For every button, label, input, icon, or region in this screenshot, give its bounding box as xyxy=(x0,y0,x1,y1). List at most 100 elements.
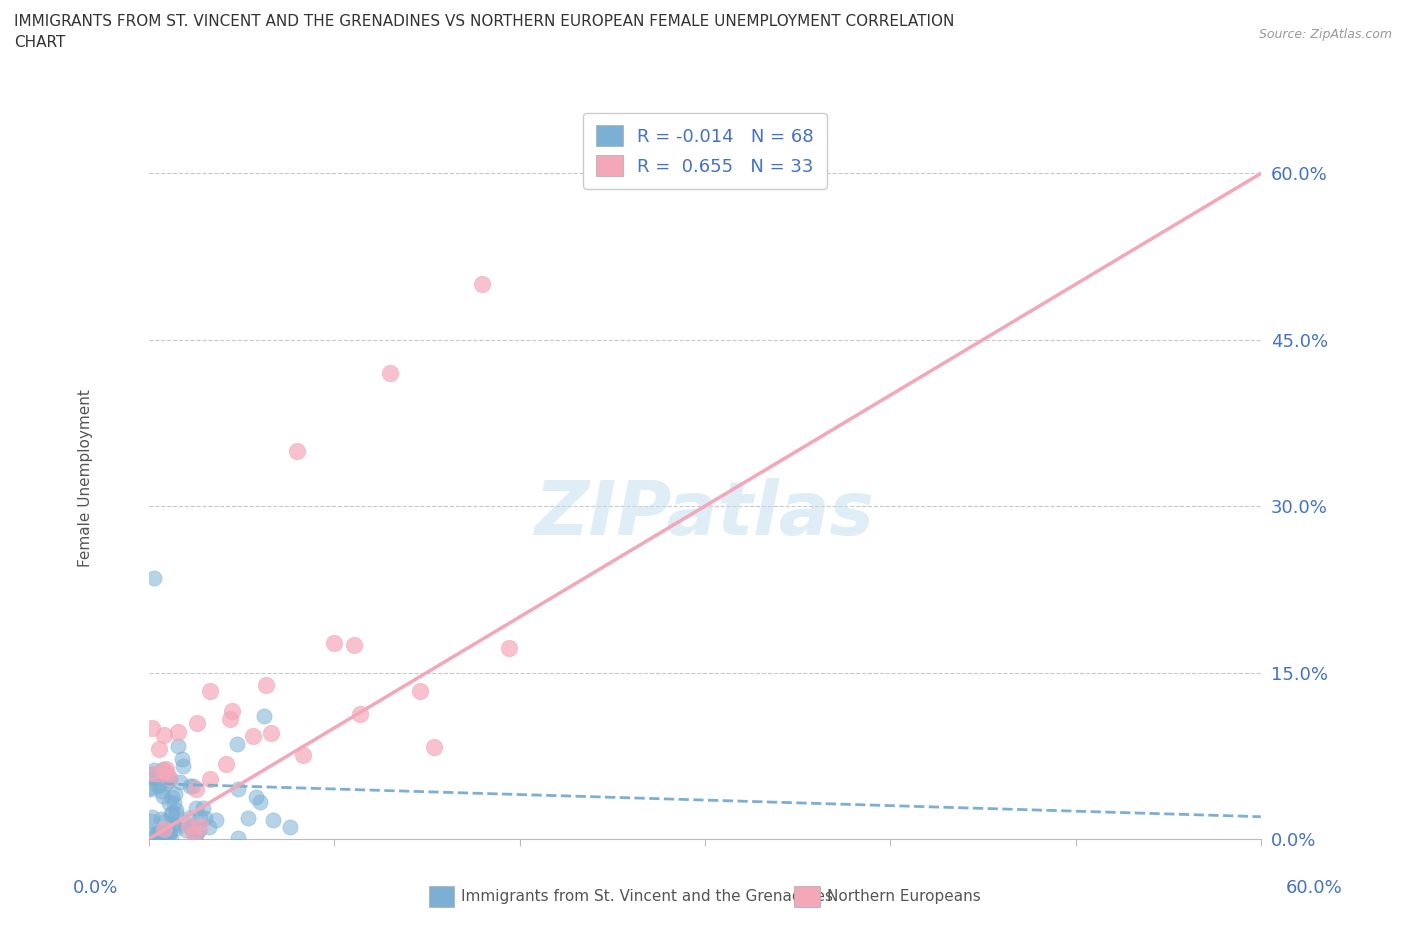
Point xyxy=(174,823,197,838)
Point xyxy=(155,762,177,777)
Point xyxy=(160,790,183,804)
Point xyxy=(146,778,169,793)
Point xyxy=(179,778,201,793)
Text: ZIPatlas: ZIPatlas xyxy=(534,478,875,551)
Point xyxy=(148,824,170,839)
Point xyxy=(186,716,208,731)
Point xyxy=(152,764,174,778)
Point xyxy=(159,770,181,785)
Point xyxy=(172,759,194,774)
Point xyxy=(167,738,190,753)
Point xyxy=(200,772,222,787)
Point xyxy=(259,725,281,740)
Point xyxy=(143,762,166,777)
Point xyxy=(141,809,163,824)
Point xyxy=(160,805,183,820)
Point xyxy=(163,817,186,832)
Text: Immigrants from St. Vincent and the Grenadines: Immigrants from St. Vincent and the Gren… xyxy=(461,889,834,904)
Y-axis label: Female Unemployment: Female Unemployment xyxy=(79,390,93,567)
Point xyxy=(498,640,520,655)
Point xyxy=(183,830,205,845)
Point xyxy=(148,777,170,792)
Point xyxy=(187,823,209,838)
Point xyxy=(153,728,176,743)
Point xyxy=(198,684,221,698)
Point xyxy=(184,801,207,816)
Point xyxy=(148,742,170,757)
Point xyxy=(249,794,271,809)
Point xyxy=(149,784,172,799)
Point xyxy=(285,444,308,458)
Point xyxy=(139,825,162,840)
Point xyxy=(221,704,243,719)
Point xyxy=(143,571,166,586)
Point xyxy=(138,781,160,796)
Point xyxy=(152,762,174,777)
Point xyxy=(155,830,177,844)
Point xyxy=(159,827,181,842)
Point xyxy=(409,684,432,698)
Point xyxy=(292,748,315,763)
Point xyxy=(205,813,228,828)
Point xyxy=(188,810,211,825)
Point xyxy=(152,822,174,837)
Point xyxy=(219,711,242,726)
Point xyxy=(343,637,366,652)
Point xyxy=(242,728,264,743)
Point xyxy=(262,812,284,827)
Text: 60.0%: 60.0% xyxy=(1286,879,1343,897)
Point xyxy=(155,776,177,790)
Point xyxy=(146,826,169,841)
Text: IMMIGRANTS FROM ST. VINCENT AND THE GRENADINES VS NORTHERN EUROPEAN FEMALE UNEMP: IMMIGRANTS FROM ST. VINCENT AND THE GREN… xyxy=(14,14,955,29)
Point xyxy=(143,766,166,781)
Point xyxy=(167,724,190,739)
Point xyxy=(139,781,162,796)
Point xyxy=(323,635,346,650)
Point xyxy=(157,825,180,840)
Point xyxy=(378,365,401,380)
Point xyxy=(245,790,267,804)
Point xyxy=(157,773,180,788)
Point xyxy=(181,778,204,793)
Point xyxy=(194,810,217,825)
Point xyxy=(349,707,371,722)
Point xyxy=(157,771,180,786)
Point xyxy=(163,796,186,811)
Point xyxy=(155,826,177,841)
Text: CHART: CHART xyxy=(14,35,66,50)
Point xyxy=(141,769,163,784)
Point xyxy=(186,827,208,842)
Point xyxy=(169,774,191,789)
Point xyxy=(160,831,183,846)
Point xyxy=(226,830,249,845)
Legend: R = -0.014   N = 68, R =  0.655   N = 33: R = -0.014 N = 68, R = 0.655 N = 33 xyxy=(583,113,827,189)
Point xyxy=(225,737,247,751)
Point xyxy=(155,829,177,844)
Point xyxy=(226,782,249,797)
Point xyxy=(141,721,163,736)
Point xyxy=(236,811,259,826)
Point xyxy=(157,796,180,811)
Text: 0.0%: 0.0% xyxy=(73,879,118,897)
Point xyxy=(278,819,301,834)
Point xyxy=(149,827,172,842)
Text: Northern Europeans: Northern Europeans xyxy=(827,889,980,904)
Point xyxy=(471,277,494,292)
Point xyxy=(153,814,176,829)
Point xyxy=(155,764,177,779)
Point xyxy=(215,757,238,772)
Point xyxy=(198,819,221,834)
Point xyxy=(160,807,183,822)
Point xyxy=(141,814,163,829)
Point xyxy=(183,827,205,842)
Point xyxy=(172,751,194,766)
Point xyxy=(165,820,187,835)
Point xyxy=(253,709,276,724)
Point xyxy=(162,817,184,831)
Point xyxy=(141,766,163,781)
Point xyxy=(254,677,277,692)
Point xyxy=(145,827,167,842)
Point xyxy=(188,818,211,833)
Point xyxy=(163,787,186,802)
Point xyxy=(191,801,214,816)
